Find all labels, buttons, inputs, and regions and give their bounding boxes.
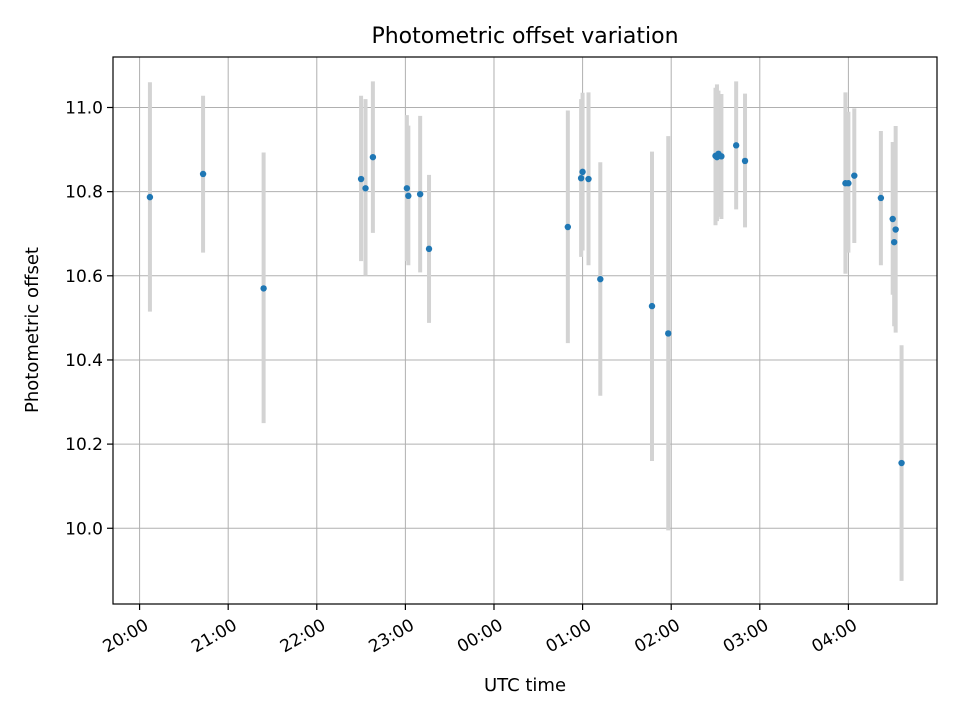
data-point: [357, 175, 365, 183]
data-point: [146, 193, 154, 201]
y-tick-label: 10.6: [65, 267, 103, 287]
data-point: [369, 153, 377, 161]
data-point: [403, 185, 411, 192]
data-point: [260, 285, 267, 292]
data-point: [741, 157, 749, 165]
data-point: [405, 192, 412, 200]
data-point: [718, 153, 725, 160]
point-layer: [146, 142, 905, 467]
data-point: [425, 245, 433, 253]
data-point: [577, 174, 585, 182]
chart-title: Photometric offset variation: [371, 24, 678, 49]
y-tick-label: 10.2: [65, 435, 103, 455]
data-point: [845, 180, 852, 187]
y-tick-label: 10.0: [65, 519, 103, 539]
data-point: [665, 330, 672, 337]
data-point: [564, 223, 572, 231]
y-tick-label: 10.8: [65, 183, 103, 203]
data-point: [362, 185, 369, 192]
data-point: [579, 168, 586, 176]
data-point: [892, 226, 899, 233]
y-tick-label: 10.4: [65, 351, 103, 371]
data-point: [898, 459, 905, 467]
plot-frame: [112, 56, 938, 605]
data-point: [648, 302, 656, 310]
x-axis-label: UTC time: [484, 675, 566, 696]
data-point: [416, 190, 424, 198]
y-tick-label: 11.0: [65, 98, 103, 118]
data-point: [597, 275, 604, 283]
y-axis-label: Photometric offset: [22, 247, 43, 413]
data-point: [889, 215, 896, 223]
data-point: [732, 142, 740, 149]
data-point: [585, 175, 592, 183]
data-point: [890, 238, 898, 246]
data-point: [199, 170, 207, 178]
data-point: [851, 172, 858, 179]
data-point: [877, 194, 885, 202]
